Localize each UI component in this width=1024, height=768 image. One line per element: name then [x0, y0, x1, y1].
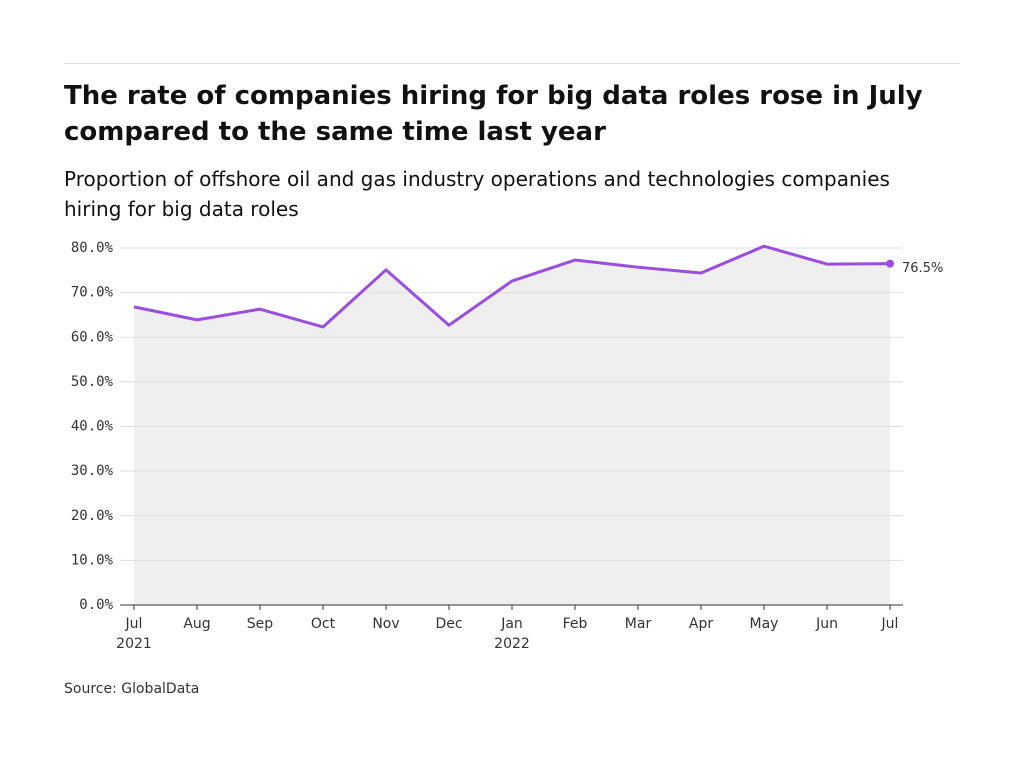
area — [134, 246, 890, 605]
x-tick-label: Oct — [311, 616, 336, 632]
y-tick-label: 20.0% — [71, 508, 114, 524]
value-label: 76.5% — [902, 261, 943, 276]
y-tick-label: 30.0% — [71, 463, 114, 479]
x-tick-label: Jun — [815, 616, 838, 632]
x-tick-label: Jan — [500, 616, 523, 632]
x-tick-label: Jul — [125, 616, 143, 632]
x-tick-label: Nov — [372, 616, 399, 632]
top-rule — [64, 63, 960, 64]
x-tick-year: 2022 — [494, 636, 530, 652]
y-tick-label: 50.0% — [71, 374, 114, 390]
x-tick-label: Mar — [625, 616, 652, 632]
source: Source: GlobalData — [64, 681, 200, 697]
x-tick-label: Aug — [183, 616, 210, 632]
y-tick-label: 0.0% — [79, 597, 113, 613]
x-tick-label: Jul — [881, 616, 899, 632]
x-tick-label: Sep — [247, 616, 274, 632]
y-tick-label: 70.0% — [71, 285, 114, 301]
chart-subtitle: Proportion of offshore oil and gas indus… — [64, 167, 890, 221]
point — [886, 259, 894, 268]
y-tick-label: 10.0% — [71, 552, 114, 568]
y-tick-label: 80.0% — [71, 240, 114, 256]
x-tick-label: May — [750, 616, 779, 632]
x-tick-label: Apr — [689, 616, 713, 632]
y-tick-label: 60.0% — [71, 329, 114, 345]
line — [133, 244, 891, 329]
x-tick-label: Feb — [563, 616, 588, 632]
x-tick-label: Dec — [435, 616, 462, 632]
chart-title: The rate of companies hiring for big dat… — [64, 81, 923, 147]
x-tick-year: 2021 — [116, 636, 152, 652]
y-tick-label: 40.0% — [71, 419, 114, 435]
